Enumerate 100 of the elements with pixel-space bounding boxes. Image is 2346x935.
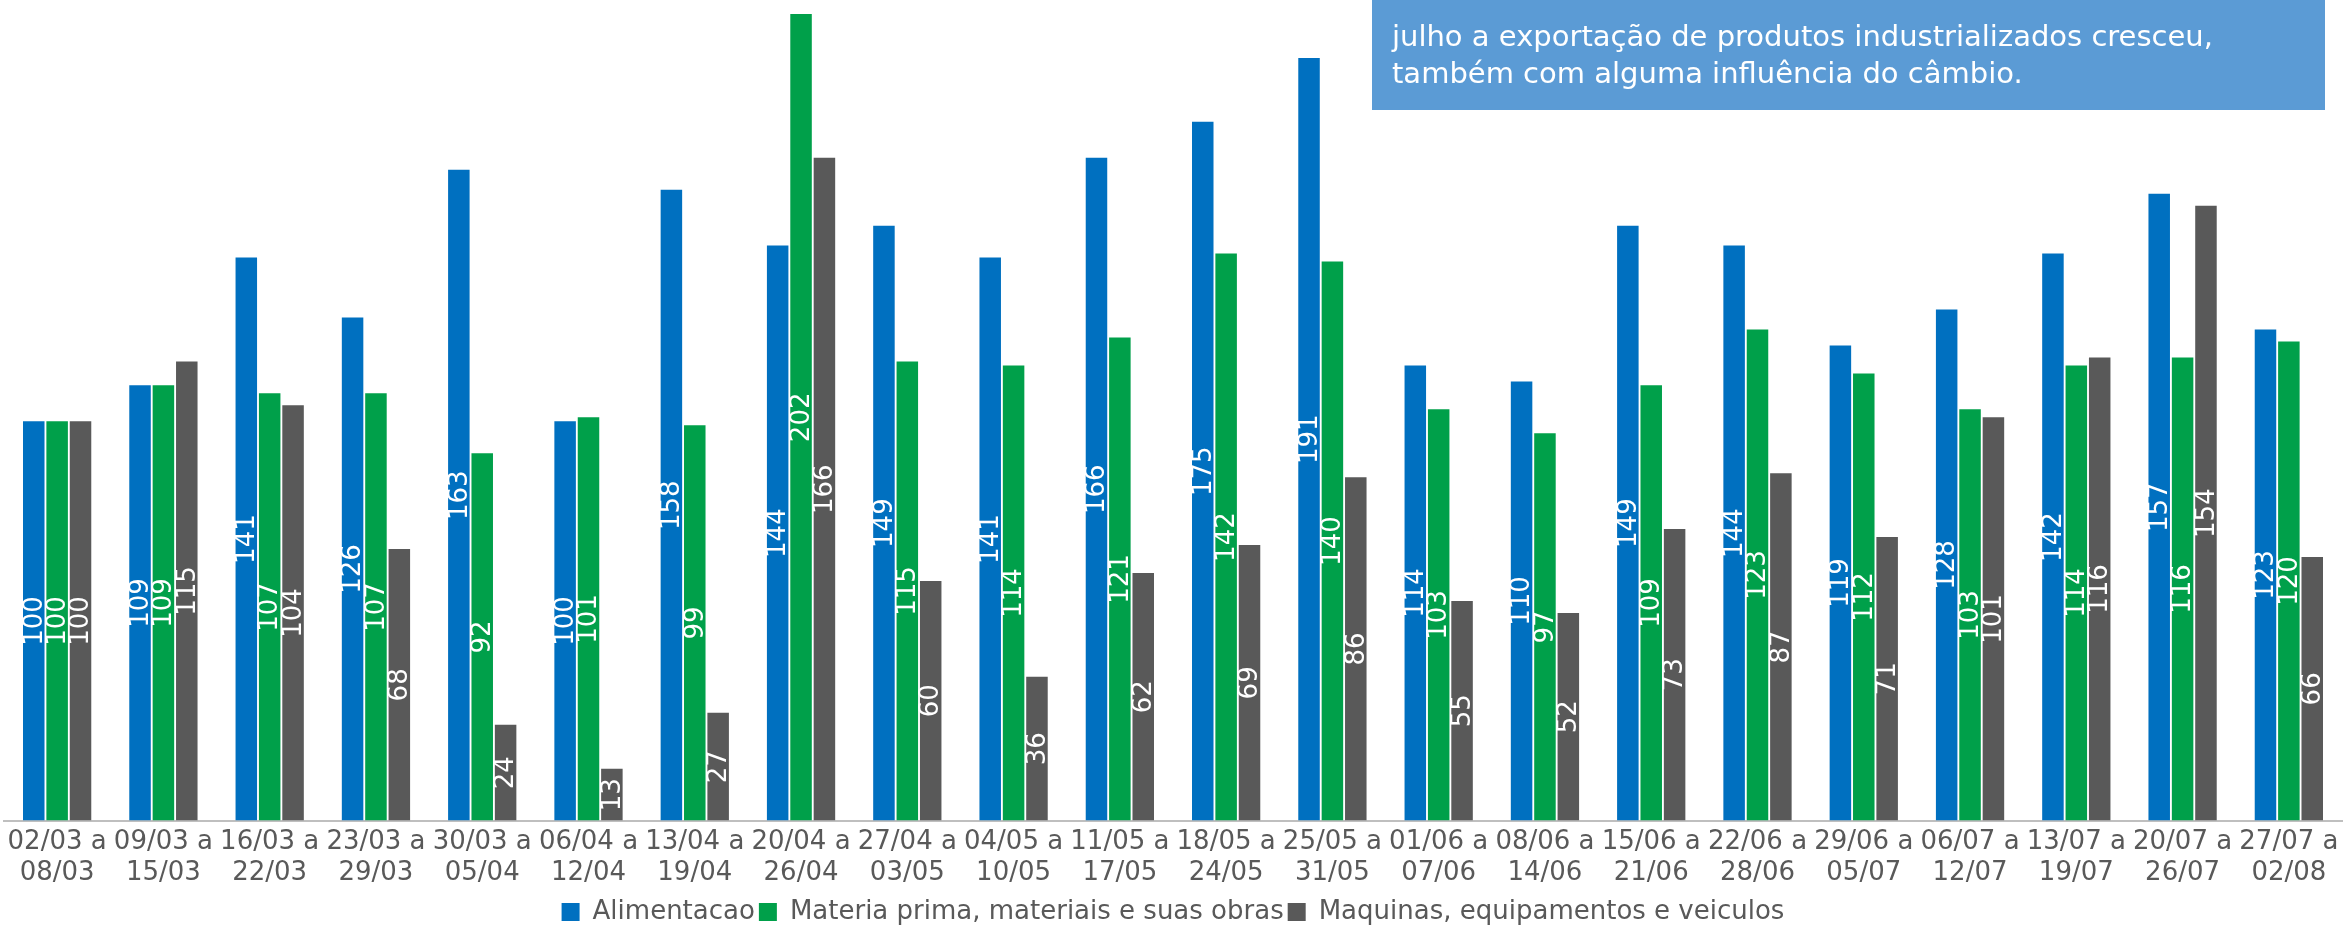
bar (1298, 57, 1320, 821)
x-tick-label: 23/03 a 29/03 (326, 824, 426, 887)
bar (1723, 245, 1745, 821)
bar (152, 385, 175, 821)
bar (1982, 417, 2005, 821)
data-label: 140 (1316, 516, 1347, 566)
data-label: 100 (64, 596, 95, 646)
x-tick-label: 29/06 a 05/07 (1814, 824, 1914, 887)
bar (1085, 157, 1108, 821)
bar (2278, 341, 2300, 821)
bar (554, 421, 576, 821)
bar (1935, 309, 1958, 821)
bar (707, 712, 729, 821)
bar (176, 361, 198, 821)
bar (813, 157, 836, 821)
bar (2254, 329, 2277, 821)
bar (1215, 253, 1237, 821)
data-label: 66 (2295, 672, 2326, 706)
bar (1510, 381, 1533, 821)
bar (1321, 261, 1344, 821)
data-label: 86 (1339, 632, 1370, 666)
x-tick-label: 04/05 a 10/05 (964, 824, 1064, 887)
x-tick-label: 27/04 a 03/05 (857, 824, 957, 887)
bar (873, 225, 895, 821)
bar (979, 257, 1001, 821)
data-label: 149 (1611, 498, 1642, 548)
x-tick-label: 16/03 a 22/03 (220, 824, 320, 887)
bar (46, 421, 68, 821)
data-label: 149 (867, 498, 898, 548)
bar (1404, 365, 1427, 821)
bar (1617, 225, 1639, 821)
bar (1238, 545, 1261, 821)
bar (471, 453, 493, 821)
x-tick-label: 13/07 a 19/07 (2026, 824, 2126, 887)
data-label: 69 (1233, 666, 1264, 700)
bar (2148, 193, 2170, 821)
bar (1345, 477, 1367, 821)
data-label: 60 (914, 684, 945, 718)
bar (1132, 573, 1154, 821)
bar (69, 421, 92, 821)
legend-label: Maquinas, equipamentos e veiculos (1318, 894, 1785, 925)
bar (448, 169, 470, 821)
bar (1557, 612, 1580, 821)
bar (1746, 329, 1769, 821)
bar (660, 189, 683, 821)
x-tick-label: 18/05 a 24/05 (1176, 824, 1276, 887)
bar (2195, 205, 2217, 821)
x-tick-label: 30/03 a 05/04 (432, 824, 532, 887)
bar (1876, 537, 1898, 821)
bar (684, 425, 706, 821)
bar (1427, 409, 1450, 821)
bar (1663, 529, 1686, 821)
data-label: 144 (761, 508, 792, 558)
bar (341, 317, 364, 821)
data-label: 116 (2083, 564, 2114, 614)
x-tick-label: 20/07 a 26/07 (2133, 824, 2233, 887)
bar (282, 405, 304, 821)
bar (235, 257, 258, 821)
bar (2042, 253, 2064, 821)
data-label: 103 (1422, 590, 1453, 640)
bar (1853, 373, 1875, 821)
bar (129, 385, 151, 821)
data-label: 109 (1634, 578, 1665, 628)
annotation: julho a exportação de produtos industrializados cresceu, também com alguma influência do câmbio. (1392, 18, 2214, 92)
bar (1192, 121, 1214, 821)
bar (1829, 345, 1852, 821)
bar (1451, 600, 1473, 821)
bar (1534, 433, 1556, 821)
bar (790, 14, 812, 821)
x-tick-label: 22/06 a 28/06 (1707, 824, 1808, 887)
bar (258, 393, 281, 821)
bar (1026, 676, 1048, 821)
bar (1109, 337, 1131, 821)
data-label: 99 (678, 606, 709, 640)
bar (2171, 357, 2194, 821)
x-tick-label: 09/03 a 15/03 (113, 824, 213, 887)
note-box: julho a exportação de produtos industrializados cresceu, também com alguma influência do câmbio. (1372, 0, 2325, 110)
x-tick-label: 01/06 a 07/06 (1389, 824, 1489, 887)
bar (1959, 409, 1981, 821)
x-tick-label: 06/04 a 12/04 (538, 824, 639, 887)
bar (577, 417, 600, 821)
data-label: 104 (276, 588, 307, 638)
bar (2065, 365, 2088, 821)
legend-label: Alimentacao (592, 894, 755, 925)
x-tick-label: 13/04 a 19/04 (645, 824, 745, 887)
bar (2301, 557, 2323, 821)
bar (896, 361, 919, 821)
bar (2088, 357, 2111, 821)
x-tick-label: 27/07 a 02/08 (2239, 824, 2339, 887)
bar (365, 393, 387, 821)
x-tick-label: 20/04 a 26/04 (751, 824, 851, 887)
bar (1640, 385, 1662, 821)
x-tick-label: 08/06 a 14/06 (1495, 824, 1595, 887)
x-tick-label: 25/05 a 31/05 (1282, 824, 1382, 887)
bar (23, 421, 45, 821)
legend-label: Materia prima, materiais e suas obras (789, 894, 1284, 925)
bar (1770, 473, 1792, 821)
x-tick-label: 02/03 a 08/03 (7, 824, 107, 887)
bar (766, 245, 789, 821)
bar (388, 549, 411, 821)
